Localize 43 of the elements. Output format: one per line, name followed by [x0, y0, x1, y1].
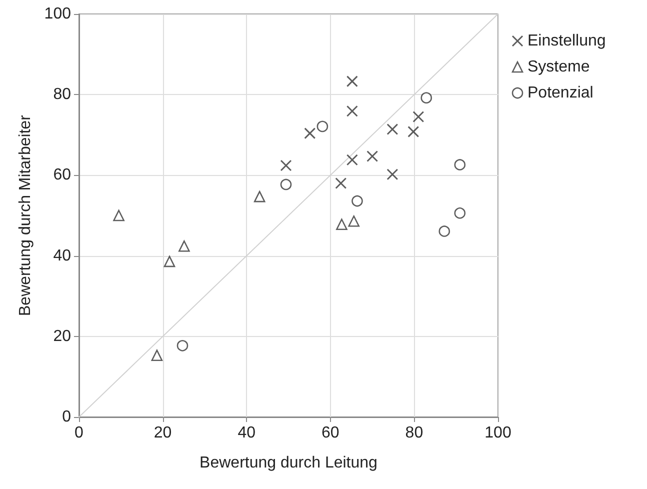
- y-axis-title: Bewertung durch Mitarbeiter: [16, 114, 34, 316]
- point: [366, 150, 378, 162]
- point: [386, 124, 398, 136]
- y-tick-label: 20: [53, 328, 72, 345]
- point: [280, 178, 292, 190]
- legend-label: Einstellung: [528, 32, 606, 50]
- point: [346, 154, 358, 166]
- point: [316, 120, 328, 132]
- point: [335, 178, 347, 190]
- point: [178, 240, 190, 252]
- point: [412, 111, 424, 123]
- point: [176, 340, 188, 352]
- y-tick-label: 100: [44, 6, 72, 22]
- x-tick-label: 100: [484, 424, 512, 442]
- point: [346, 105, 358, 117]
- point: [438, 226, 450, 237]
- point: [164, 256, 176, 268]
- point: [454, 159, 466, 170]
- point: [304, 128, 316, 140]
- y-tick-label: 0: [62, 408, 72, 426]
- y-tick-label: 60: [53, 166, 72, 184]
- x-tick-label: 20: [154, 424, 172, 442]
- point: [348, 215, 360, 227]
- x-tick-label: 40: [238, 424, 256, 442]
- point: [420, 92, 432, 104]
- point: [254, 190, 266, 202]
- point: [352, 195, 363, 207]
- x-tick-label: 60: [322, 424, 340, 442]
- x-axis-title: Bewertung durch Leitung: [200, 454, 378, 472]
- point: [280, 160, 292, 172]
- y-tick-label: 40: [53, 247, 72, 264]
- point: [454, 207, 466, 219]
- point: [113, 210, 124, 222]
- point: [408, 126, 420, 138]
- x-tick-label: 0: [74, 424, 84, 442]
- point: [346, 76, 358, 88]
- y-tick-label: 80: [53, 86, 72, 104]
- x-tick-label: 80: [405, 424, 424, 442]
- point: [151, 350, 163, 361]
- legend-label: Potenzial: [528, 84, 594, 102]
- legend-label: Systeme: [528, 58, 590, 76]
- point: [336, 218, 348, 230]
- point: [386, 168, 398, 180]
